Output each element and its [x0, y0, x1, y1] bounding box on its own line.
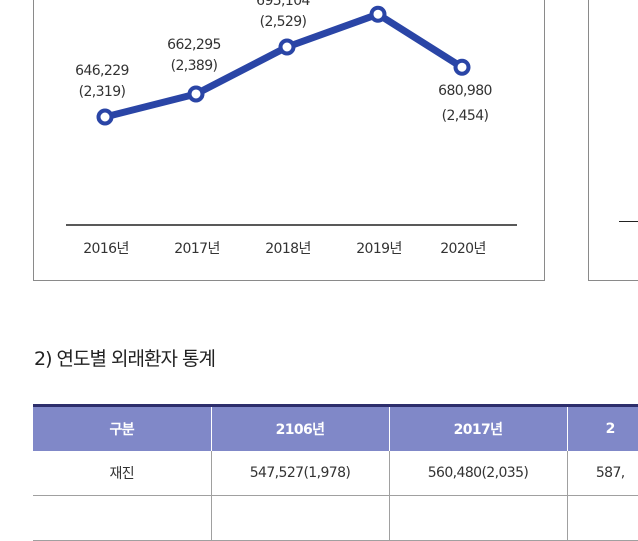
table-header-cell: 구분: [33, 404, 211, 451]
table-header-cell: 2: [566, 404, 638, 451]
x-tick-label: 2017년: [174, 241, 220, 257]
table-row: 재진 547,527(1,978) 560,480(2,035) 587,: [33, 451, 638, 496]
line-chart: 2016년 2017년 2018년 2019년 2020년 646,229 (2,319) 6…: [66, 0, 517, 257]
outpatient-line-chart-panel: 2016년 2017년 2018년 2019년 2020년 646,229 (2,319) 6…: [33, 0, 545, 281]
data-point: [96, 108, 114, 126]
table-cell: [210, 495, 389, 541]
axis-line: [619, 221, 638, 222]
second-chart-panel: [588, 0, 638, 281]
table-cell: [566, 495, 638, 541]
data-point: [278, 38, 296, 56]
table-cell: [33, 495, 211, 541]
data-label: (2,319): [79, 84, 126, 100]
data-label: 646,229: [75, 63, 129, 79]
x-tick-label: 2018년: [265, 241, 311, 257]
data-label: 695,104: [256, 0, 310, 9]
data-label: (2,529): [260, 14, 307, 30]
x-tick-label: 2020년: [440, 241, 486, 257]
table-header-cell: 2106년: [210, 404, 389, 451]
data-point: [369, 5, 387, 23]
data-label: 662,295: [167, 37, 221, 53]
data-label: (2,454): [442, 108, 489, 124]
table-row: [33, 495, 638, 541]
table-cell: 재진: [33, 451, 211, 496]
table-cell: 547,527(1,978): [210, 451, 389, 496]
section-title: 2) 연도별 외래환자 통계: [34, 348, 216, 370]
outpatient-stats-table: 구분 2106년 2017년 2 재진 547,527(1,978) 560,4…: [33, 404, 638, 541]
data-point: [187, 85, 205, 103]
table-header-row: 구분 2106년 2017년 2: [33, 404, 638, 451]
table-cell: [388, 495, 567, 541]
table-cell: 587,: [566, 451, 638, 496]
data-label: 680,980: [438, 83, 492, 99]
table-header-cell: 2017년: [388, 404, 567, 451]
data-point: [453, 58, 471, 76]
x-tick-label: 2016년: [83, 241, 129, 257]
data-label: (2,389): [171, 58, 218, 74]
table-cell: 560,480(2,035): [388, 451, 567, 496]
x-tick-label: 2019년: [356, 241, 402, 257]
